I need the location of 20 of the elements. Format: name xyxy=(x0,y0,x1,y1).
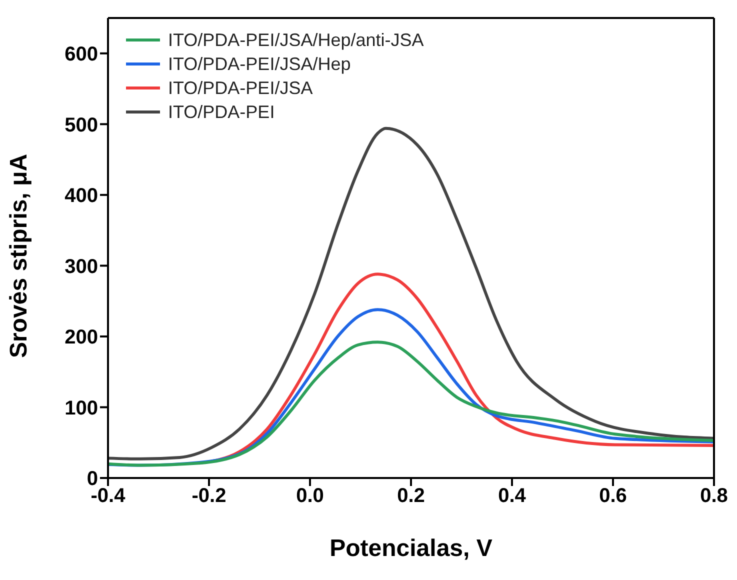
line-series xyxy=(108,340,714,467)
legend-label: ITO/PDA-PEI xyxy=(168,101,275,124)
x-tick-label: 0.8 xyxy=(700,485,728,508)
y-axis-title: Srovės stipris, μA xyxy=(6,154,33,358)
x-axis-title: Potencialas, V xyxy=(330,535,492,562)
line-series xyxy=(108,126,714,460)
legend-label: ITO/PDA-PEI/JSA/Hep xyxy=(168,53,351,76)
y-tick-label: 600 xyxy=(64,43,98,66)
x-tick-label: 0.0 xyxy=(296,485,324,508)
y-tick-label: 400 xyxy=(64,185,98,208)
y-tick-label: 500 xyxy=(64,114,98,136)
legend-label: ITO/PDA-PEI/JSA/Hep/anti-JSA xyxy=(168,29,424,52)
x-tick-label: -0.2 xyxy=(192,485,226,508)
legend-label: ITO/PDA-PEI/JSA xyxy=(168,77,313,100)
y-tick-label: 300 xyxy=(64,256,98,278)
x-tick-label: 0.4 xyxy=(498,485,527,508)
y-tick-label: 200 xyxy=(64,326,98,349)
x-tick-label: 0.6 xyxy=(599,485,627,508)
x-tick-label: 0.2 xyxy=(397,485,425,508)
y-tick-label: 100 xyxy=(64,397,98,420)
